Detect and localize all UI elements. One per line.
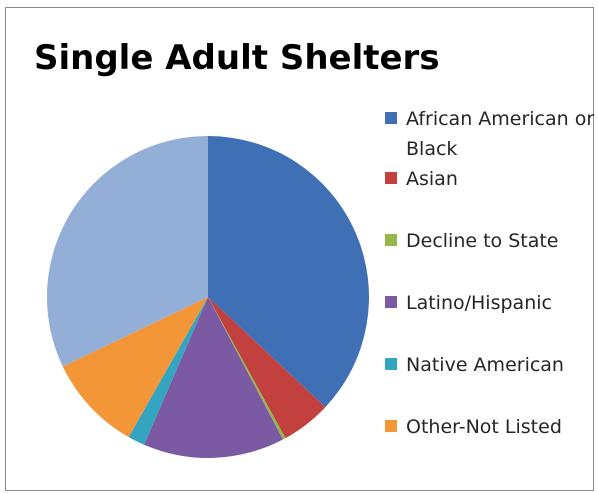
legend-label-asian: Asian	[406, 168, 458, 190]
pie-slice-white	[46, 136, 208, 367]
legend-label-other-not-listed: Other-Not Listed	[406, 416, 562, 438]
pie-slice-decline-to-state	[208, 297, 286, 440]
chart-title: Single Adult Shelters	[34, 38, 440, 78]
pie-slice-native-american	[128, 297, 208, 445]
legend-label-native-american: Native American	[406, 354, 564, 376]
pie-slice-african-american-or-black	[208, 136, 370, 408]
legend-swatch-native-american	[385, 358, 397, 370]
legend-swatch-latino-hispanic	[385, 296, 397, 308]
legend-label-african-american: African American or Black	[406, 108, 595, 160]
legend-swatch-asian	[385, 172, 397, 184]
legend-swatch-other-not-listed	[385, 420, 397, 432]
legend-swatch-decline-to-state	[385, 234, 397, 246]
pie-slices	[46, 136, 370, 458]
pie-slice-asian	[208, 297, 326, 439]
pie-slice-latino-hispanic	[144, 297, 283, 458]
legend-label-latino-hispanic: Latino/Hispanic	[406, 292, 552, 314]
legend-swatch-african-american	[385, 112, 397, 124]
legend-label-decline-to-state: Decline to State	[406, 230, 559, 252]
pie-slice-other-not-listed	[62, 297, 208, 438]
